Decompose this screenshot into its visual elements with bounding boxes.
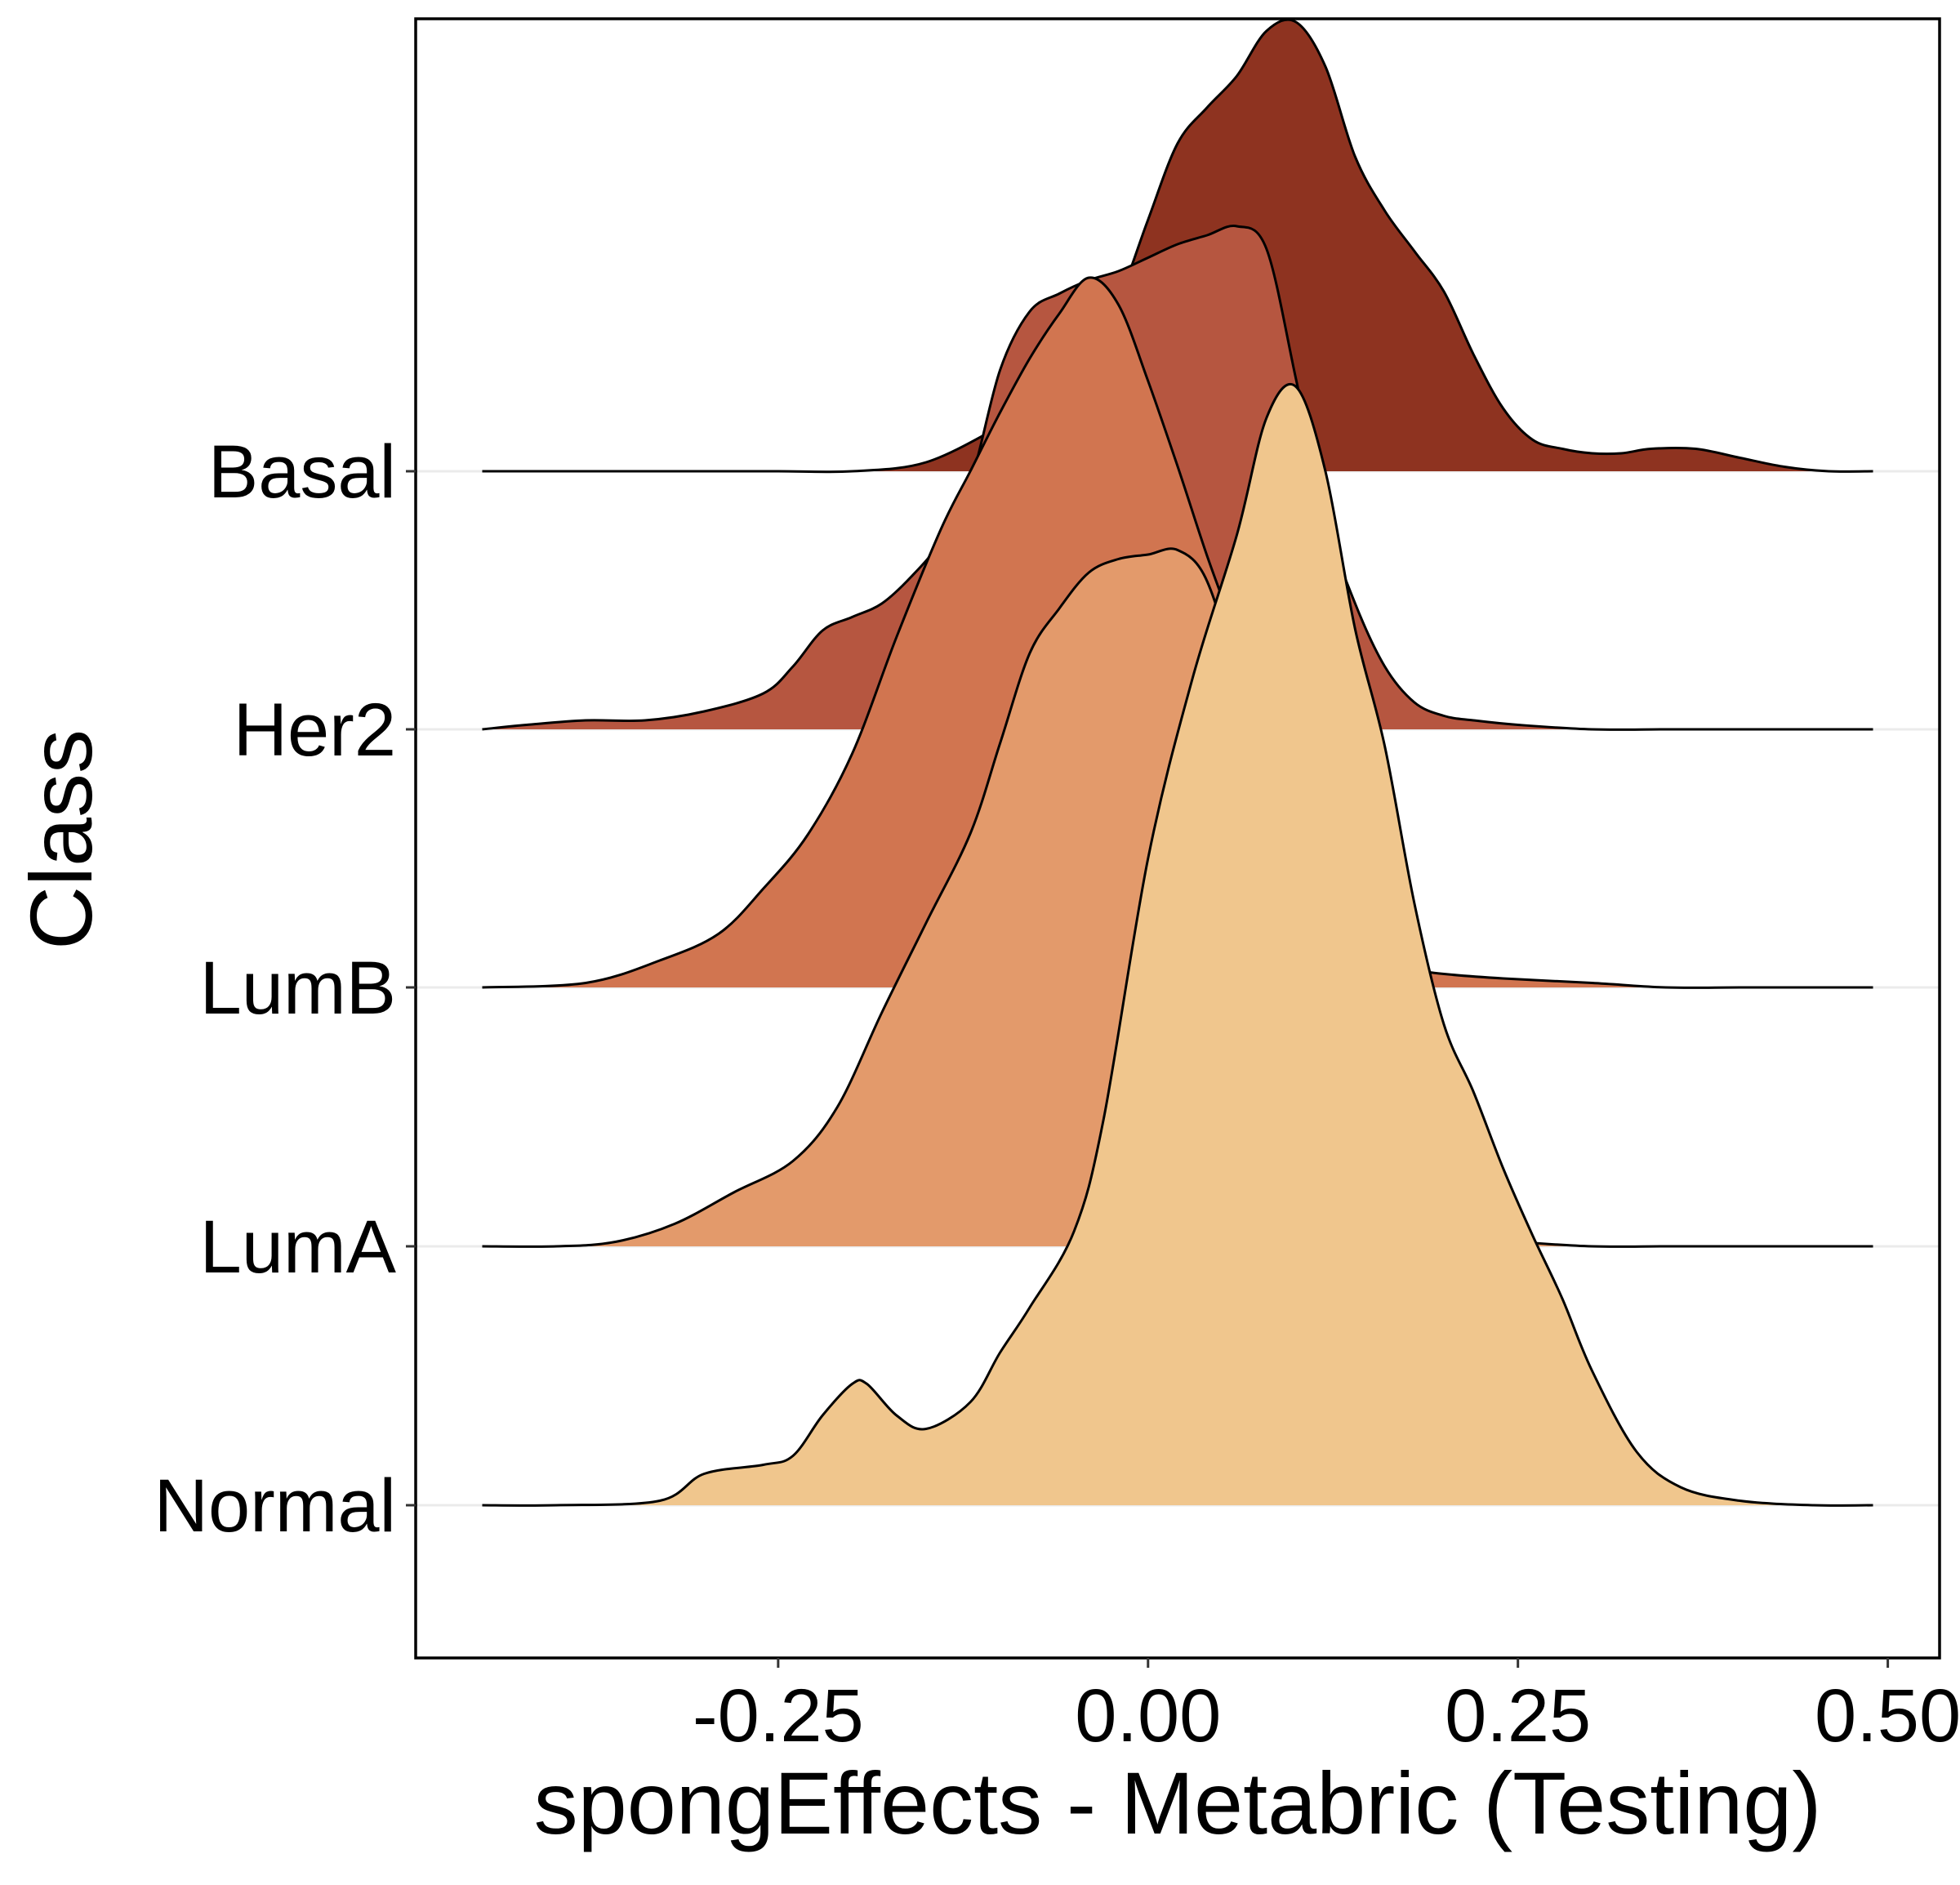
y-axis-title: Class [11,729,110,950]
panel-border [414,17,1941,1660]
x-tick-label: 0.25 [1445,1674,1591,1758]
y-tick-label-basal: Basal [208,430,396,514]
y-tick-label-lumb: LumB [200,947,396,1030]
ridge-line-her2 [482,225,1873,731]
x-tick-label: 0.50 [1815,1674,1960,1758]
ridge-line-normal [482,382,1873,1507]
x-tick-label: -0.25 [693,1674,864,1758]
y-tick-label-luma: LumA [200,1205,397,1289]
x-axis-title: spongEffects - Metabric (Testing) [534,1754,1822,1852]
y-tick-label-normal: Normal [154,1464,396,1548]
ridge-layer [482,18,1873,1507]
x-tick-label: 0.00 [1075,1674,1221,1758]
x-tick-labels: -0.25 0.00 0.25 0.50 [693,1658,1960,1758]
ridge-area-normal [482,384,1873,1506]
y-tick-labels: Basal Her2 LumB LumA Normal [154,430,416,1548]
y-tick-label-her2: Her2 [234,688,396,772]
ridge-line-lumb [482,276,1873,989]
